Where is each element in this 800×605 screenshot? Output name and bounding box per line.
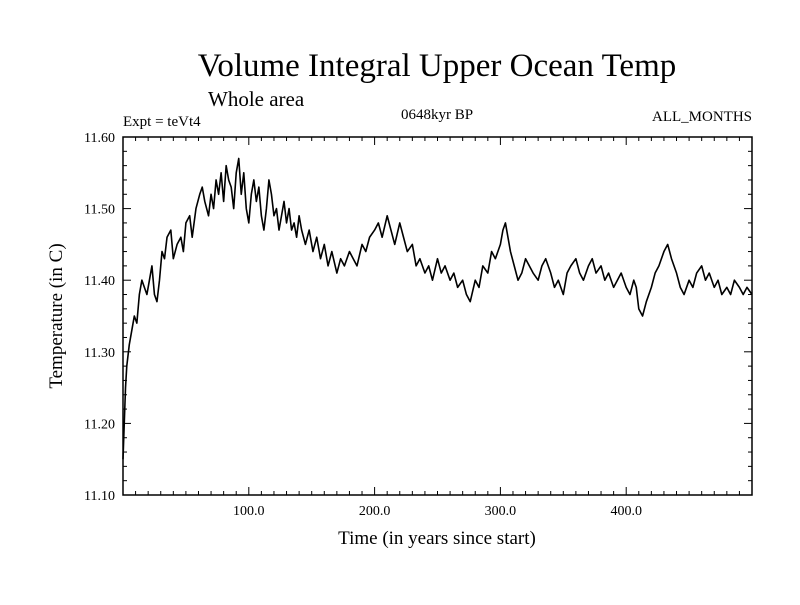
- expt-label: Expt = teVt4: [123, 114, 201, 130]
- chart-subtitle: Whole area: [208, 87, 305, 111]
- x-tick-label: 400.0: [610, 504, 642, 519]
- x-tick-label: 200.0: [359, 504, 391, 519]
- period-label: 0648kyr BP: [401, 107, 473, 123]
- y-axis-label: Temperature (in C): [46, 243, 67, 388]
- x-axis-label: Time (in years since start): [338, 528, 536, 549]
- axis-tick-labels: 100.0 200.0 300.0 400.0 11.10 11.20 11.30 11.40…: [84, 131, 642, 519]
- x-tick-label: 100.0: [233, 504, 265, 519]
- y-tick-label: 11.50: [84, 203, 115, 218]
- temperature-series-line: [122, 157, 753, 460]
- axis-ticks: [123, 137, 752, 495]
- y-tick-label: 11.40: [84, 274, 115, 289]
- y-tick-label: 11.10: [84, 489, 115, 504]
- y-tick-label: 11.20: [84, 417, 115, 432]
- y-tick-label: 11.30: [84, 346, 115, 361]
- y-tick-label: 11.60: [84, 131, 115, 146]
- x-tick-label: 300.0: [485, 504, 517, 519]
- chart-title: Volume Integral Upper Ocean Temp: [198, 48, 676, 84]
- months-label: ALL_MONTHS: [652, 109, 752, 125]
